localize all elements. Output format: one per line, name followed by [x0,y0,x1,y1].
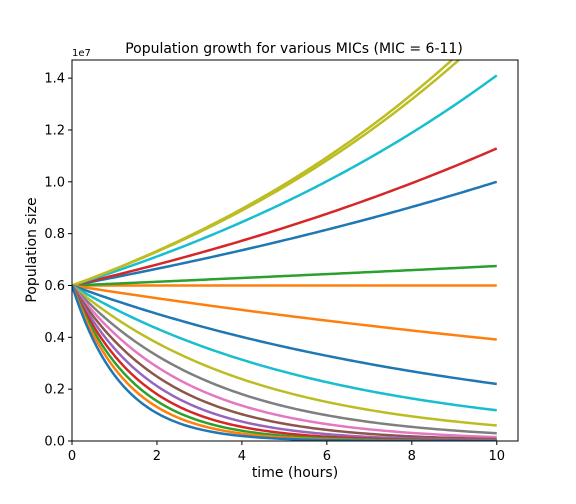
y-tick-label: 1.2 [44,123,65,138]
series-line-12 [72,284,497,435]
plot-frame [71,59,519,442]
x-tick-label: 2 [153,449,161,464]
series-line-14 [72,284,497,441]
x-axis-label: time (hours) [252,465,338,481]
y-tick-label: 0.6 [44,279,65,294]
y-axis-label: Population size [24,197,40,302]
x-axis: 0 2 4 6 8 10 [68,441,505,464]
y-tick-label: 1.0 [44,175,65,190]
y-tick-label: 0.8 [44,227,65,242]
x-tick-label: 0 [68,449,76,464]
series-line-9 [72,284,497,386]
series-line-1 [72,180,498,287]
y-tick-label: 0.4 [44,331,65,346]
chart-title: Population growth for various MICs (MIC … [125,41,463,57]
y-tick-label: 0.2 [44,383,65,398]
y-tick-label: 0.0 [44,435,65,450]
y-axis: 0.0 0.2 0.4 0.6 0.8 1.0 1.2 1.4 [44,72,72,450]
plot-area [72,60,518,441]
series-line-13 [72,284,497,439]
x-tick-label: 10 [488,449,505,464]
series-line-11 [72,284,497,427]
y-tick-label: 1.4 [44,72,65,87]
series-line-8 [72,284,497,341]
series-line-10 [72,284,497,412]
series-line-4 [72,147,498,287]
series-line-7 [72,60,454,287]
x-tick-label: 4 [238,449,246,464]
x-tick-label: 8 [408,449,416,464]
y-offset-label: 1e7 [72,48,91,59]
series-line-5 [72,74,498,287]
x-tick-label: 6 [323,449,331,464]
series-line-3 [72,264,497,287]
